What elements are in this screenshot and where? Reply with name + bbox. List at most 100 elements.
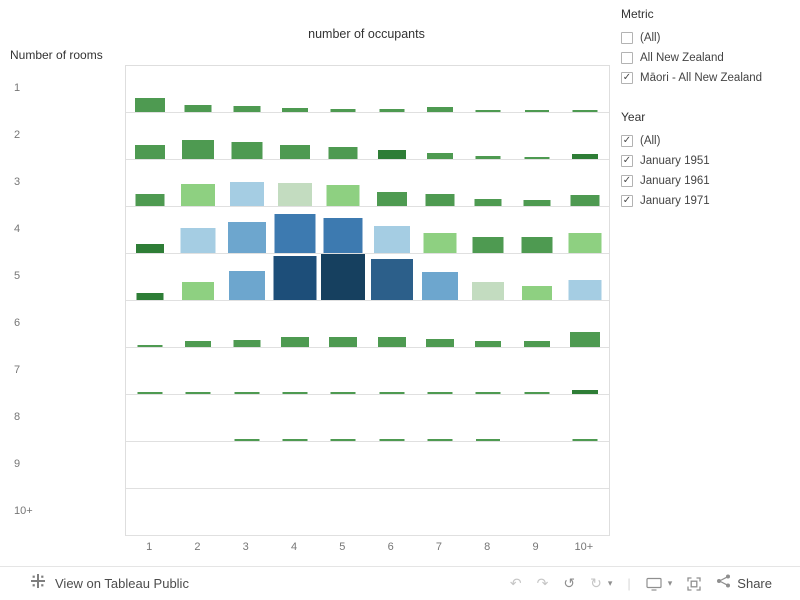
- bar-mark[interactable]: [523, 200, 551, 206]
- checkbox-unchecked-icon[interactable]: [621, 52, 633, 64]
- filter-option[interactable]: (All): [621, 28, 795, 48]
- bar-mark[interactable]: [185, 341, 212, 347]
- bar-mark[interactable]: [184, 105, 212, 112]
- filter-option[interactable]: ✓ January 1951: [621, 151, 795, 171]
- replay-icon[interactable]: ↺: [563, 575, 576, 591]
- filter-option[interactable]: All New Zealand: [621, 48, 795, 68]
- bar-mark[interactable]: [278, 183, 313, 206]
- checkbox-checked-icon[interactable]: ✓: [621, 72, 633, 84]
- bar-mark[interactable]: [370, 259, 413, 300]
- bar-mark[interactable]: [136, 244, 165, 253]
- bar-mark[interactable]: [233, 106, 261, 112]
- bar-mark[interactable]: [475, 392, 501, 394]
- bar-mark[interactable]: [180, 228, 216, 253]
- bar-mark[interactable]: [425, 194, 455, 206]
- bar-mark[interactable]: [521, 237, 553, 253]
- bar-mark[interactable]: [229, 182, 264, 206]
- bar-mark[interactable]: [373, 226, 410, 253]
- bar-mark[interactable]: [273, 256, 317, 300]
- bar-mark[interactable]: [426, 153, 453, 159]
- bar-mark[interactable]: [135, 98, 166, 112]
- fullscreen-icon[interactable]: [687, 576, 701, 591]
- bar-mark[interactable]: [572, 439, 598, 441]
- download-caret-down-icon[interactable]: ▾: [667, 578, 673, 588]
- bar-mark[interactable]: [475, 156, 501, 159]
- bar-mark[interactable]: [426, 107, 453, 112]
- checkbox-unchecked-icon[interactable]: [621, 32, 633, 44]
- bar-mark[interactable]: [231, 142, 263, 159]
- filter-option[interactable]: ✓ January 1961: [621, 171, 795, 191]
- filter-option[interactable]: ✓ January 1971: [621, 191, 795, 211]
- filter-option[interactable]: ✓ (All): [621, 131, 795, 151]
- bar-mark[interactable]: [379, 392, 405, 394]
- bar-mark[interactable]: [376, 192, 407, 206]
- bar-mark[interactable]: [421, 272, 458, 300]
- bar-mark[interactable]: [182, 140, 215, 159]
- bar-mark[interactable]: [227, 222, 266, 253]
- checkbox-checked-icon[interactable]: ✓: [621, 195, 633, 207]
- bar-mark[interactable]: [280, 145, 311, 159]
- bar-mark[interactable]: [524, 392, 550, 394]
- bar-mark[interactable]: [282, 392, 308, 394]
- bar-mark[interactable]: [472, 282, 505, 300]
- bar-mark[interactable]: [475, 110, 501, 112]
- bar-mark[interactable]: [135, 194, 165, 206]
- bar-mark[interactable]: [524, 110, 549, 112]
- undo-icon[interactable]: ↶: [509, 575, 522, 591]
- checkbox-checked-icon[interactable]: ✓: [621, 155, 633, 167]
- bar-mark[interactable]: [377, 337, 406, 347]
- bar-mark[interactable]: [182, 282, 215, 300]
- bar-mark[interactable]: [472, 237, 504, 253]
- bar-mark[interactable]: [572, 110, 598, 112]
- nav-caret-down-icon[interactable]: ▾: [607, 578, 613, 588]
- bar-mark[interactable]: [379, 109, 405, 112]
- bar-mark[interactable]: [523, 341, 550, 347]
- bar-mark[interactable]: [521, 286, 552, 300]
- bar-mark[interactable]: [185, 392, 211, 394]
- bar-mark[interactable]: [323, 218, 363, 253]
- checkbox-checked-icon[interactable]: ✓: [621, 175, 633, 187]
- bar-mark[interactable]: [570, 195, 600, 206]
- bar-mark[interactable]: [425, 339, 454, 347]
- bar-mark[interactable]: [181, 184, 216, 206]
- bar-mark[interactable]: [282, 108, 309, 112]
- bar-mark[interactable]: [233, 340, 261, 347]
- bar-mark[interactable]: [321, 254, 366, 300]
- bar-mark[interactable]: [329, 337, 358, 347]
- bar-mark[interactable]: [379, 439, 405, 441]
- bar-mark[interactable]: [423, 233, 457, 253]
- bar-mark[interactable]: [326, 185, 360, 206]
- share-button[interactable]: Share: [716, 574, 772, 593]
- bar-mark[interactable]: [137, 392, 163, 394]
- bar-mark[interactable]: [135, 145, 166, 159]
- bar-mark[interactable]: [569, 332, 600, 347]
- bar-mark[interactable]: [282, 439, 308, 441]
- bar-mark[interactable]: [330, 392, 356, 394]
- bar-mark[interactable]: [476, 439, 501, 441]
- checkbox-checked-icon[interactable]: ✓: [621, 135, 633, 147]
- bar-mark[interactable]: [377, 150, 406, 159]
- bar-mark[interactable]: [427, 439, 453, 441]
- bar-mark[interactable]: [234, 439, 260, 441]
- bar-mark[interactable]: [136, 293, 164, 300]
- bar-mark[interactable]: [228, 271, 265, 300]
- forward-icon[interactable]: ↻: [590, 575, 602, 591]
- bar-mark[interactable]: [137, 345, 163, 347]
- bar-mark[interactable]: [571, 390, 598, 394]
- download-device-icon[interactable]: [646, 577, 662, 591]
- bar-mark[interactable]: [474, 199, 502, 206]
- filter-option[interactable]: ✓ Māori - All New Zealand: [621, 68, 795, 88]
- bar-mark[interactable]: [427, 392, 453, 394]
- bar-mark[interactable]: [524, 157, 550, 159]
- bar-mark[interactable]: [475, 341, 502, 347]
- bar-mark[interactable]: [568, 233, 602, 253]
- view-on-tableau-link[interactable]: View on Tableau Public: [30, 573, 189, 594]
- bar-mark[interactable]: [328, 147, 358, 159]
- bar-mark[interactable]: [571, 154, 598, 159]
- bar-mark[interactable]: [330, 109, 356, 112]
- redo-icon[interactable]: ↷: [536, 575, 549, 591]
- bar-mark[interactable]: [281, 337, 310, 347]
- bar-mark[interactable]: [274, 214, 316, 253]
- bar-mark[interactable]: [568, 280, 602, 300]
- bar-mark[interactable]: [330, 439, 356, 441]
